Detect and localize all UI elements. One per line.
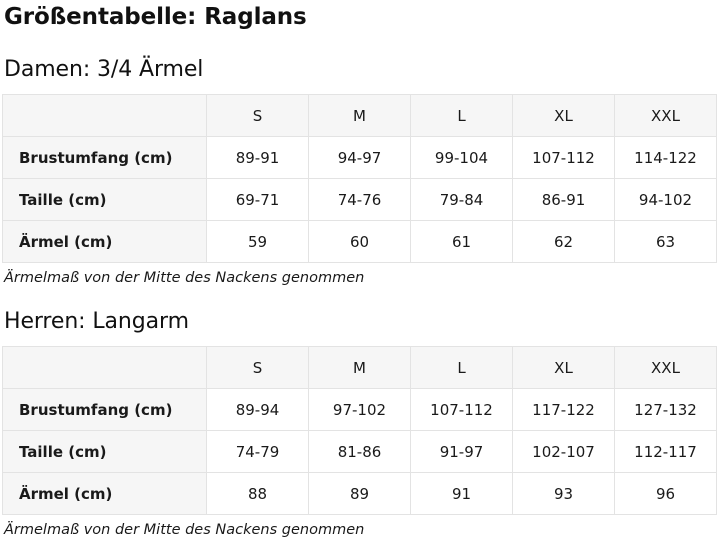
size-table-herren-wrapper: S M L XL XXL Brustumfang (cm) 89-94 97-1… xyxy=(2,333,718,516)
size-table-damen: S M L XL XXL Brustumfang (cm) 89-91 94-9… xyxy=(2,94,717,263)
table-row: Taille (cm) 69-71 74-76 79-84 86-91 94-1… xyxy=(2,178,717,221)
cell-brustumfang-l: 99-104 xyxy=(410,136,513,179)
cell-brustumfang-l: 107-112 xyxy=(410,388,513,432)
cell-brustumfang-xl: 107-112 xyxy=(512,136,615,179)
table-row: Ärmel (cm) 88 89 91 93 96 xyxy=(2,472,717,516)
cell-aermel-xxl: 96 xyxy=(614,472,717,516)
row-label-taille: Taille (cm) xyxy=(2,430,207,474)
page-title: Größentabelle: Raglans xyxy=(4,4,307,30)
cell-aermel-m: 89 xyxy=(308,472,411,516)
section-heading-damen: Damen: 3/4 Ärmel xyxy=(4,57,204,82)
cell-brustumfang-xxl: 114-122 xyxy=(614,136,717,179)
cell-aermel-l: 91 xyxy=(410,472,513,516)
row-label-aermel: Ärmel (cm) xyxy=(2,220,207,263)
table-note-herren: Ärmelmaß von der Mitte des Nackens genom… xyxy=(4,522,365,539)
table-corner-cell xyxy=(2,94,207,137)
size-table-damen-wrapper: S M L XL XXL Brustumfang (cm) 89-91 94-9… xyxy=(2,81,718,263)
cell-taille-m: 81-86 xyxy=(308,430,411,474)
table-row: Ärmel (cm) 59 60 61 62 63 xyxy=(2,220,717,263)
table-note-damen: Ärmelmaß von der Mitte des Nackens genom… xyxy=(4,270,365,286)
column-header-s: S xyxy=(206,94,309,137)
column-header-xl: XL xyxy=(512,94,615,137)
row-label-brustumfang: Brustumfang (cm) xyxy=(2,136,207,179)
cell-taille-m: 74-76 xyxy=(308,178,411,221)
cell-brustumfang-xxl: 127-132 xyxy=(614,388,717,432)
cell-taille-s: 69-71 xyxy=(206,178,309,221)
cell-taille-xxl: 112-117 xyxy=(614,430,717,474)
cell-taille-l: 79-84 xyxy=(410,178,513,221)
column-header-m: M xyxy=(308,346,411,390)
cell-taille-xl: 102-107 xyxy=(512,430,615,474)
cell-brustumfang-m: 94-97 xyxy=(308,136,411,179)
cell-taille-l: 91-97 xyxy=(410,430,513,474)
table-body-herren: Brustumfang (cm) 89-94 97-102 107-112 11… xyxy=(2,388,717,516)
column-header-m: M xyxy=(308,94,411,137)
table-header-row: S M L XL XXL xyxy=(2,346,717,390)
column-header-l: L xyxy=(410,94,513,137)
cell-taille-s: 74-79 xyxy=(206,430,309,474)
cell-brustumfang-xl: 117-122 xyxy=(512,388,615,432)
cell-aermel-l: 61 xyxy=(410,220,513,263)
column-header-xxl: XXL xyxy=(614,346,717,390)
size-table-herren: S M L XL XXL Brustumfang (cm) 89-94 97-1… xyxy=(2,346,717,516)
cell-brustumfang-s: 89-94 xyxy=(206,388,309,432)
table-row: Taille (cm) 74-79 81-86 91-97 102-107 11… xyxy=(2,430,717,474)
table-header-damen: S M L XL XXL xyxy=(2,94,717,137)
cell-aermel-xl: 93 xyxy=(512,472,615,516)
cell-brustumfang-s: 89-91 xyxy=(206,136,309,179)
table-corner-cell xyxy=(2,346,207,390)
cell-aermel-m: 60 xyxy=(308,220,411,263)
table-row: Brustumfang (cm) 89-91 94-97 99-104 107-… xyxy=(2,136,717,179)
row-label-taille: Taille (cm) xyxy=(2,178,207,221)
section-heading-herren: Herren: Langarm xyxy=(4,309,189,335)
cell-taille-xl: 86-91 xyxy=(512,178,615,221)
cell-taille-xxl: 94-102 xyxy=(614,178,717,221)
table-header-herren: S M L XL XXL xyxy=(2,346,717,390)
cell-aermel-xxl: 63 xyxy=(614,220,717,263)
table-header-row: S M L XL XXL xyxy=(2,94,717,137)
cell-aermel-s: 59 xyxy=(206,220,309,263)
cell-aermel-xl: 62 xyxy=(512,220,615,263)
row-label-aermel: Ärmel (cm) xyxy=(2,472,207,516)
column-header-s: S xyxy=(206,346,309,390)
table-body-damen: Brustumfang (cm) 89-91 94-97 99-104 107-… xyxy=(2,136,717,263)
row-label-brustumfang: Brustumfang (cm) xyxy=(2,388,207,432)
cell-brustumfang-m: 97-102 xyxy=(308,388,411,432)
column-header-l: L xyxy=(410,346,513,390)
cell-aermel-s: 88 xyxy=(206,472,309,516)
column-header-xxl: XXL xyxy=(614,94,717,137)
table-row: Brustumfang (cm) 89-94 97-102 107-112 11… xyxy=(2,388,717,432)
column-header-xl: XL xyxy=(512,346,615,390)
